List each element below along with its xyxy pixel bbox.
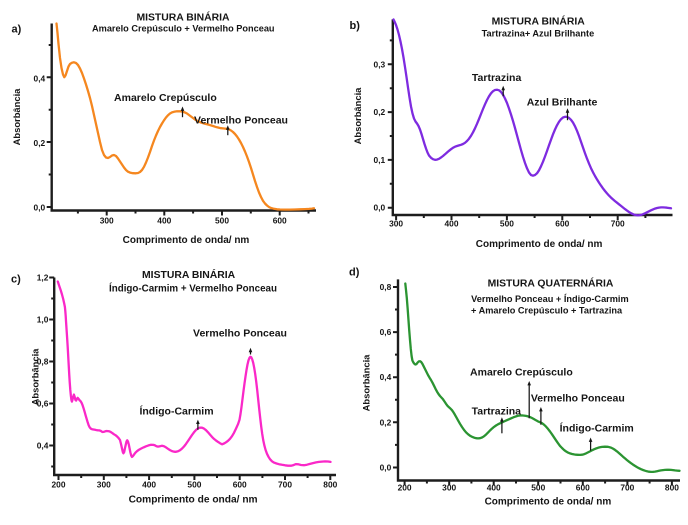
svg-text:400: 400 (445, 218, 459, 228)
svg-text:+ Amarelo Crepúsculo + Tartraz: + Amarelo Crepúsculo + Tartrazina (471, 306, 623, 316)
svg-text:1,0: 1,0 (37, 315, 49, 325)
svg-text:0,4: 0,4 (34, 73, 46, 83)
svg-text:600: 600 (273, 215, 287, 225)
svg-text:Tartrazina: Tartrazina (472, 405, 522, 417)
svg-text:Tartrazina: Tartrazina (472, 72, 522, 84)
svg-text:Amarelo Crepúsculo + Vermelho: Amarelo Crepúsculo + Vermelho Ponceau (92, 23, 275, 33)
svg-text:Índigo-Carmim: Índigo-Carmim (139, 404, 213, 417)
svg-text:500: 500 (531, 482, 545, 492)
svg-text:0,0: 0,0 (380, 463, 392, 473)
svg-text:0,6: 0,6 (380, 327, 392, 337)
svg-text:Vermelho Ponceau: Vermelho Ponceau (193, 328, 287, 340)
svg-text:0,1: 0,1 (374, 155, 386, 165)
svg-text:400: 400 (487, 482, 501, 492)
svg-text:300: 300 (442, 482, 456, 492)
svg-text:Amarelo Crepúsculo: Amarelo Crepúsculo (114, 92, 217, 104)
svg-text:Comprimento de onda/ nm: Comprimento de onda/ nm (129, 494, 258, 505)
svg-text:a): a) (12, 24, 22, 36)
svg-text:600: 600 (576, 482, 590, 492)
svg-text:500: 500 (215, 215, 229, 225)
svg-text:Tartrazina+ Azul Brilhante: Tartrazina+ Azul Brilhante (482, 28, 595, 38)
svg-text:0,4: 0,4 (37, 441, 49, 451)
svg-text:Absorbância: Absorbância (29, 348, 40, 406)
svg-text:Amarelo Crepúsculo: Amarelo Crepúsculo (470, 367, 573, 379)
svg-text:500: 500 (187, 479, 201, 489)
svg-text:Vermelho Ponceau + Índigo-Carm: Vermelho Ponceau + Índigo-Carmim (471, 293, 629, 304)
svg-text:Comprimento de onda/ nm: Comprimento de onda/ nm (123, 235, 250, 246)
svg-text:700: 700 (611, 218, 625, 228)
svg-text:0,2: 0,2 (374, 107, 386, 117)
svg-text:Comprimento de onda/ nm: Comprimento de onda/ nm (476, 239, 603, 250)
svg-text:0,8: 0,8 (380, 282, 392, 292)
svg-text:MISTURA QUATERNÁRIA: MISTURA QUATERNÁRIA (488, 276, 614, 289)
svg-text:0,2: 0,2 (34, 138, 46, 148)
svg-text:c): c) (11, 273, 21, 285)
svg-text:Comprimento de onda/ nm: Comprimento de onda/ nm (485, 496, 612, 507)
svg-text:Vermelho Ponceau: Vermelho Ponceau (531, 393, 625, 405)
svg-text:700: 700 (620, 482, 634, 492)
svg-text:200: 200 (398, 482, 412, 492)
svg-text:b): b) (350, 20, 361, 32)
svg-text:0,8: 0,8 (37, 357, 49, 367)
svg-text:600: 600 (233, 479, 247, 489)
svg-text:Vermelho Ponceau: Vermelho Ponceau (194, 115, 288, 127)
svg-text:0,4: 0,4 (380, 372, 392, 382)
svg-text:Absorbância: Absorbância (352, 87, 363, 145)
svg-text:800: 800 (665, 482, 679, 492)
svg-text:0,6: 0,6 (37, 399, 49, 409)
svg-text:300: 300 (97, 479, 111, 489)
svg-text:1,2: 1,2 (37, 273, 49, 283)
svg-text:0,0: 0,0 (34, 202, 46, 212)
svg-text:Índigo-Carmim + Vermelho Ponce: Índigo-Carmim + Vermelho Ponceau (109, 283, 277, 295)
svg-text:0,0: 0,0 (374, 203, 386, 213)
svg-text:MISTURA BINÁRIA: MISTURA BINÁRIA (136, 10, 230, 23)
svg-text:0,2: 0,2 (380, 417, 392, 427)
svg-text:Absorbância: Absorbância (361, 354, 372, 412)
svg-text:0,3: 0,3 (374, 59, 386, 69)
svg-text:MISTURA BINÁRIA: MISTURA BINÁRIA (492, 15, 586, 28)
svg-text:500: 500 (500, 218, 514, 228)
svg-text:300: 300 (389, 218, 403, 228)
svg-text:600: 600 (555, 218, 569, 228)
svg-text:400: 400 (157, 215, 171, 225)
svg-text:Índigo-Carmim: Índigo-Carmim (560, 421, 634, 434)
svg-text:200: 200 (52, 479, 66, 489)
svg-text:300: 300 (100, 215, 114, 225)
svg-text:400: 400 (142, 479, 156, 489)
svg-text:700: 700 (278, 479, 292, 489)
svg-text:800: 800 (323, 479, 337, 489)
svg-text:MISTURA BINÁRIA: MISTURA BINÁRIA (142, 268, 236, 281)
svg-text:Absorbância: Absorbância (11, 88, 22, 146)
svg-text:d): d) (349, 267, 360, 279)
svg-text:Azul Brilhante: Azul Brilhante (527, 96, 598, 108)
